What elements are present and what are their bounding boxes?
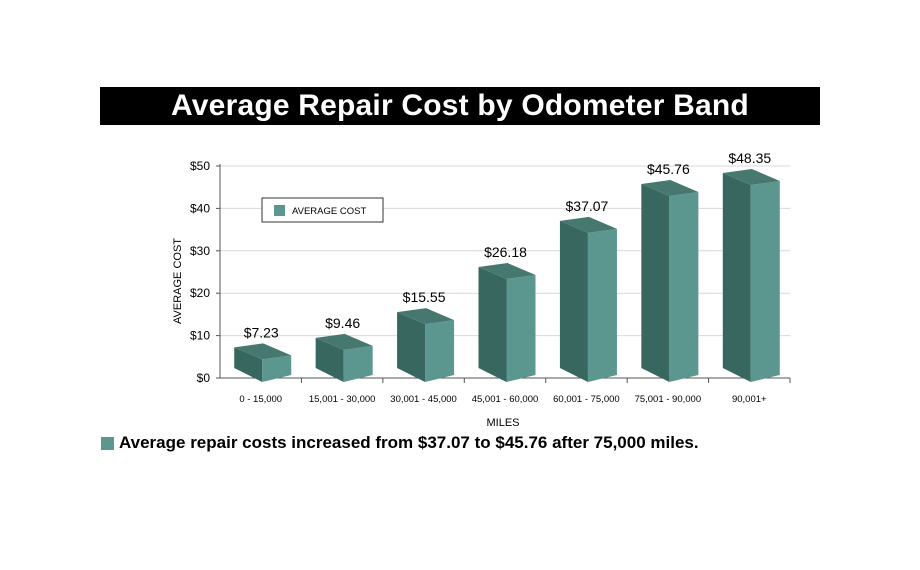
y-tick-label: $40 bbox=[190, 201, 210, 215]
bar-top bbox=[641, 179, 699, 196]
bar-side bbox=[234, 347, 263, 382]
bar-side bbox=[559, 220, 588, 382]
bar-value-label: $45.76 bbox=[647, 161, 690, 177]
legend-swatch bbox=[274, 205, 285, 216]
bar-value-label: $37.07 bbox=[566, 198, 609, 214]
footnote-bullet-icon bbox=[101, 436, 114, 450]
bar bbox=[425, 320, 455, 382]
footnote: Average repair costs increased from $37.… bbox=[101, 433, 699, 453]
bar-side bbox=[478, 266, 507, 382]
bar-value-label: $48.35 bbox=[728, 150, 771, 166]
y-tick-label: $20 bbox=[190, 286, 210, 300]
x-tick-label: 30,001 - 45,000 bbox=[390, 394, 457, 405]
x-tick-label: 45,001 - 60,000 bbox=[472, 394, 539, 405]
y-tick-label: $10 bbox=[190, 329, 210, 343]
x-tick-label: 90,001+ bbox=[732, 394, 767, 405]
bar-top bbox=[234, 343, 292, 360]
bar-top bbox=[478, 262, 536, 279]
bar bbox=[750, 180, 780, 382]
bar bbox=[262, 355, 292, 382]
bar-value-label: $26.18 bbox=[484, 244, 527, 260]
bar-top bbox=[315, 333, 373, 350]
bar-value-label: $7.23 bbox=[244, 324, 279, 340]
bar-side bbox=[722, 172, 751, 382]
chart-title: Average Repair Cost by Odometer Band bbox=[171, 89, 749, 122]
bar bbox=[506, 274, 536, 382]
bar-side bbox=[641, 183, 670, 382]
y-tick-label: $30 bbox=[190, 244, 210, 258]
bar-value-label: $15.55 bbox=[403, 289, 446, 305]
y-tick-label: $0 bbox=[197, 371, 211, 385]
bar-top bbox=[559, 216, 617, 233]
bar bbox=[587, 228, 617, 382]
bar bbox=[669, 191, 699, 382]
bar-top bbox=[722, 168, 780, 185]
footnote-text: Average repair costs increased from $37.… bbox=[119, 433, 699, 452]
bar-side bbox=[397, 312, 426, 382]
x-tick-label: 0 - 15,000 bbox=[239, 394, 282, 405]
bar-top bbox=[397, 308, 455, 325]
x-tick-label: 15,001 - 30,000 bbox=[309, 394, 376, 405]
chart-title-bar: Average Repair Cost by Odometer Band bbox=[100, 87, 820, 125]
bar-value-label: $9.46 bbox=[325, 315, 360, 331]
bar bbox=[343, 345, 373, 382]
y-axis-label: AVERAGE COST bbox=[172, 238, 184, 324]
x-tick-label: 75,001 - 90,000 bbox=[635, 394, 702, 405]
y-tick-label: $50 bbox=[190, 159, 210, 173]
legend-label: AVERAGE COST bbox=[292, 206, 366, 217]
x-axis-label: MILES bbox=[486, 417, 519, 429]
bar-side bbox=[315, 337, 344, 382]
x-tick-label: 60,001 - 75,000 bbox=[553, 394, 620, 405]
